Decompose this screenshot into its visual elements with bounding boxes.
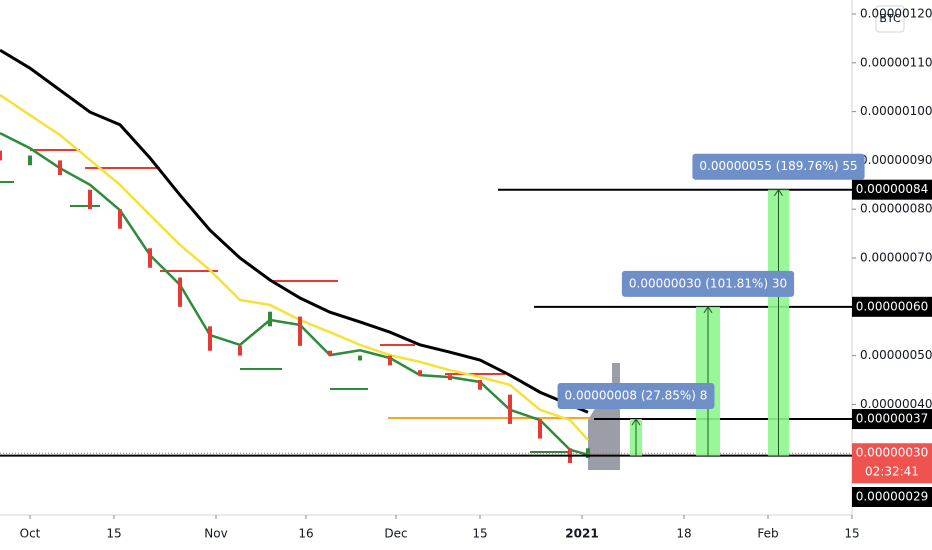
candle-body <box>208 326 212 351</box>
y-tick-label: 0.00000080 <box>860 202 932 216</box>
candle-body <box>268 311 272 327</box>
x-tick-label: Oct <box>20 527 41 541</box>
y-tick-label: 0.00000100 <box>860 104 932 118</box>
candle-body <box>118 209 122 229</box>
candle-body <box>148 248 152 268</box>
candle-body <box>88 189 92 210</box>
level-label-box <box>852 409 932 430</box>
y-tick-label: 0.00000050 <box>860 348 932 362</box>
measure-arrowhead <box>631 418 641 426</box>
candle-body <box>358 355 362 361</box>
y-tick-label: 0.00000120 <box>860 7 932 21</box>
candle-body <box>28 155 32 166</box>
candle-body <box>478 380 482 390</box>
candle-body <box>58 160 62 176</box>
measure-arrowhead <box>774 188 783 196</box>
countdown: 02:32:41 <box>865 465 919 479</box>
candle-body <box>328 350 332 356</box>
candle-body <box>418 370 422 376</box>
candle-body <box>448 375 452 381</box>
x-tick-label: 18 <box>676 527 691 541</box>
candle-body <box>178 277 182 307</box>
x-tick-label: 15 <box>472 527 487 541</box>
x-tick-label: Nov <box>204 527 227 541</box>
y-tick-label: 0.00000040 <box>860 397 932 411</box>
candle-body <box>298 316 302 346</box>
candle-body <box>0 150 2 161</box>
level-label-box <box>852 296 932 317</box>
level-label: 0.00000037 <box>856 412 929 426</box>
measure-label: 0.00000030 (101.81%) 30 <box>629 276 787 290</box>
moving-average <box>0 48 589 414</box>
level-label-box <box>852 179 932 200</box>
x-tick-label: 16 <box>298 527 313 541</box>
x-tick-label: 15 <box>106 527 121 541</box>
level-label: 0.00000060 <box>856 299 929 313</box>
x-tick-label: 2021 <box>565 527 598 541</box>
y-tick-label: 0.00000090 <box>860 153 932 167</box>
candle-body <box>388 355 392 366</box>
measure-label: 0.00000055 (189.76%) 55 <box>699 159 857 173</box>
current-price-label: 0.00000030 <box>856 446 929 460</box>
measure-label-box <box>621 270 795 297</box>
measure-label-box <box>557 383 715 410</box>
y-tick-label: 0.00000110 <box>860 55 932 69</box>
currency-box <box>875 5 905 33</box>
x-tick-label: 15 <box>844 527 859 541</box>
measure-label: 0.00000008 (27.85%) 8 <box>565 389 708 403</box>
low-label: 0.00000029 <box>856 490 929 504</box>
x-tick-label: Feb <box>757 527 778 541</box>
candle-body <box>238 345 242 356</box>
y-tick-label: 0.00000070 <box>860 251 932 265</box>
measure-arrowhead <box>703 305 713 314</box>
candle-body <box>538 419 542 439</box>
measure-label-box <box>692 153 865 180</box>
level-label: 0.00000084 <box>856 182 929 196</box>
x-tick-label: Dec <box>384 527 407 541</box>
low-label-box <box>852 487 932 507</box>
candle-body <box>508 394 512 424</box>
currency: BTC <box>879 12 901 25</box>
current-price-box <box>852 443 932 484</box>
